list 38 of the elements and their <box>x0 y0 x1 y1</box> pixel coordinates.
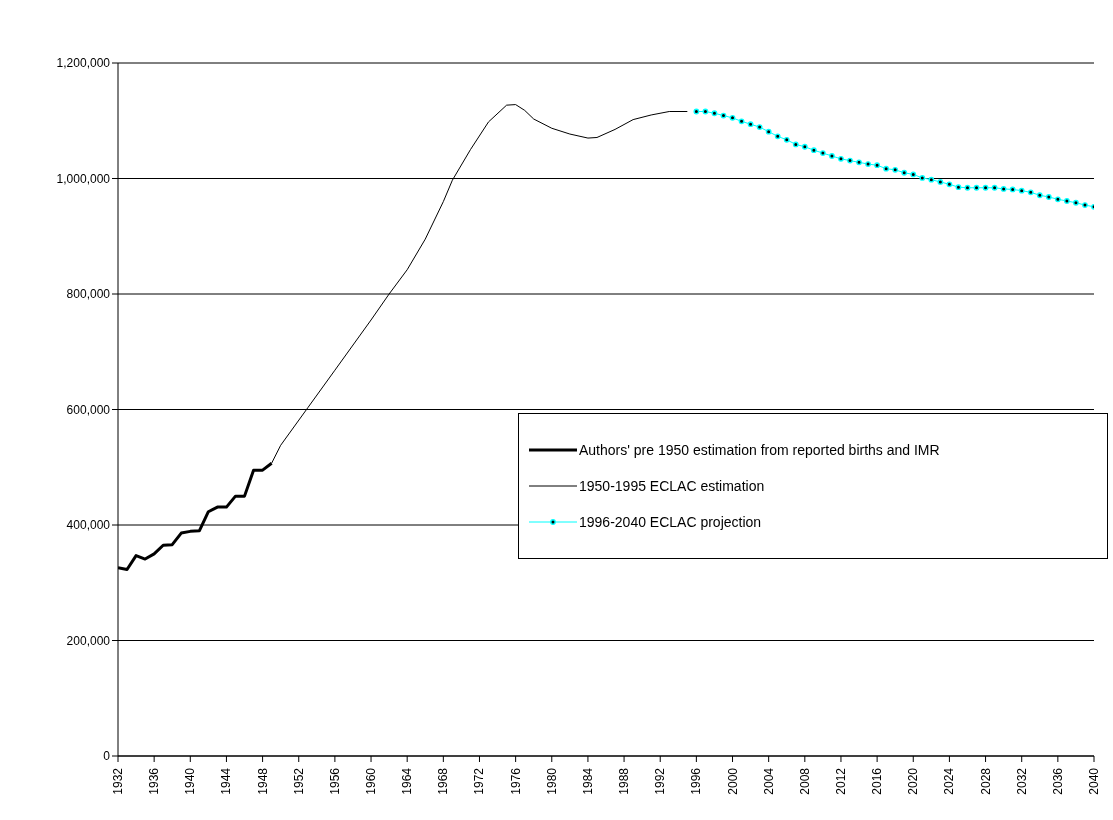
y-tick-label: 0 <box>103 749 111 764</box>
legend-label: 1996-2040 ECLAC projection <box>579 514 762 530</box>
x-tick-label: 1968 <box>436 767 451 795</box>
x-tick-label: 1956 <box>327 767 342 795</box>
x-tick-label: 1964 <box>400 767 415 795</box>
x-tick-label: 2004 <box>761 767 776 795</box>
y-tick-label: 1,000,000 <box>56 171 111 186</box>
x-tick-label: 1988 <box>617 767 632 795</box>
x-tick-label: 1980 <box>544 767 559 795</box>
x-tick-label: 2024 <box>942 767 957 795</box>
x-tick-label: 1960 <box>364 767 379 795</box>
y-tick-label: 1,200,000 <box>56 56 111 71</box>
x-tick-label: 2040 <box>1087 767 1101 795</box>
y-tick-label: 200,000 <box>66 633 111 648</box>
x-tick-label: 2028 <box>978 767 993 795</box>
x-tick-label: 2012 <box>833 767 848 795</box>
x-tick-label: 1940 <box>183 767 198 795</box>
x-tick-label: 1948 <box>255 767 270 795</box>
x-tick-label: 1972 <box>472 767 487 795</box>
legend-label: Authors' pre 1950 estimation from reported births and IMR <box>579 442 940 458</box>
x-tick-label: 2032 <box>1014 767 1029 795</box>
x-tick-label: 1936 <box>147 767 162 795</box>
y-tick-label: 400,000 <box>66 518 111 533</box>
x-tick-label: 2036 <box>1050 767 1065 795</box>
legend-label: 1950-1995 ECLAC estimation <box>579 478 765 494</box>
x-tick-label: 1932 <box>111 767 125 795</box>
x-tick-label: 2008 <box>797 767 812 795</box>
y-tick-label: 800,000 <box>66 287 111 302</box>
x-tick-label: 2000 <box>725 767 740 795</box>
x-tick-label: 1976 <box>508 767 523 795</box>
x-tick-label: 1944 <box>219 767 234 795</box>
y-tick-label: 600,000 <box>66 402 111 417</box>
x-tick-label: 2020 <box>906 767 921 795</box>
x-tick-label: 1992 <box>653 767 668 795</box>
x-tick-label: 2016 <box>870 767 885 795</box>
x-tick-label: 1952 <box>291 767 306 795</box>
x-tick-label: 1996 <box>689 767 704 795</box>
x-tick-label: 1984 <box>580 767 595 795</box>
